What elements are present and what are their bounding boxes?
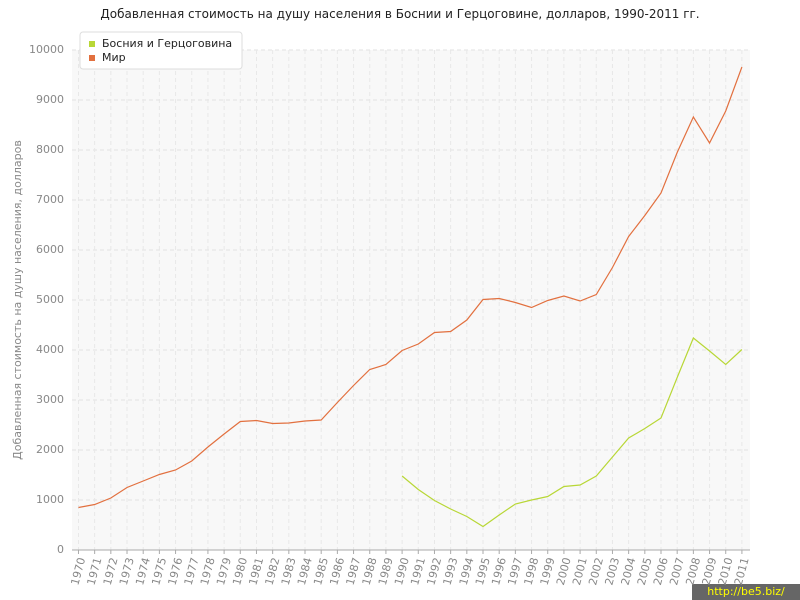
- watermark: http://be5.biz/: [707, 585, 785, 598]
- y-tick-label: 9000: [36, 93, 64, 106]
- y-tick-label: 7000: [36, 193, 64, 206]
- y-tick-label: 2000: [36, 443, 64, 456]
- y-tick-label: 8000: [36, 143, 64, 156]
- y-tick-label: 0: [57, 543, 64, 556]
- y-tick-label: 6000: [36, 243, 64, 256]
- legend-label: Мир: [102, 51, 126, 64]
- legend-swatch: [89, 55, 95, 61]
- series-line: [78, 66, 743, 509]
- y-axis-label: Добавленная стоимость на душу населения,…: [11, 140, 24, 460]
- y-tick-label: 10000: [29, 43, 64, 56]
- series-line: [401, 337, 743, 528]
- y-tick-label: 5000: [36, 293, 64, 306]
- legend-swatch: [89, 41, 95, 47]
- watermark-bg: [692, 584, 800, 600]
- y-tick-label: 4000: [36, 343, 64, 356]
- y-tick-label: 1000: [36, 493, 64, 506]
- chart-title: Добавленная стоимость на душу населения …: [100, 7, 699, 21]
- legend-box: [79, 31, 243, 70]
- y-tick-label: 3000: [36, 393, 64, 406]
- legend-label: Босния и Герцоговина: [102, 37, 232, 50]
